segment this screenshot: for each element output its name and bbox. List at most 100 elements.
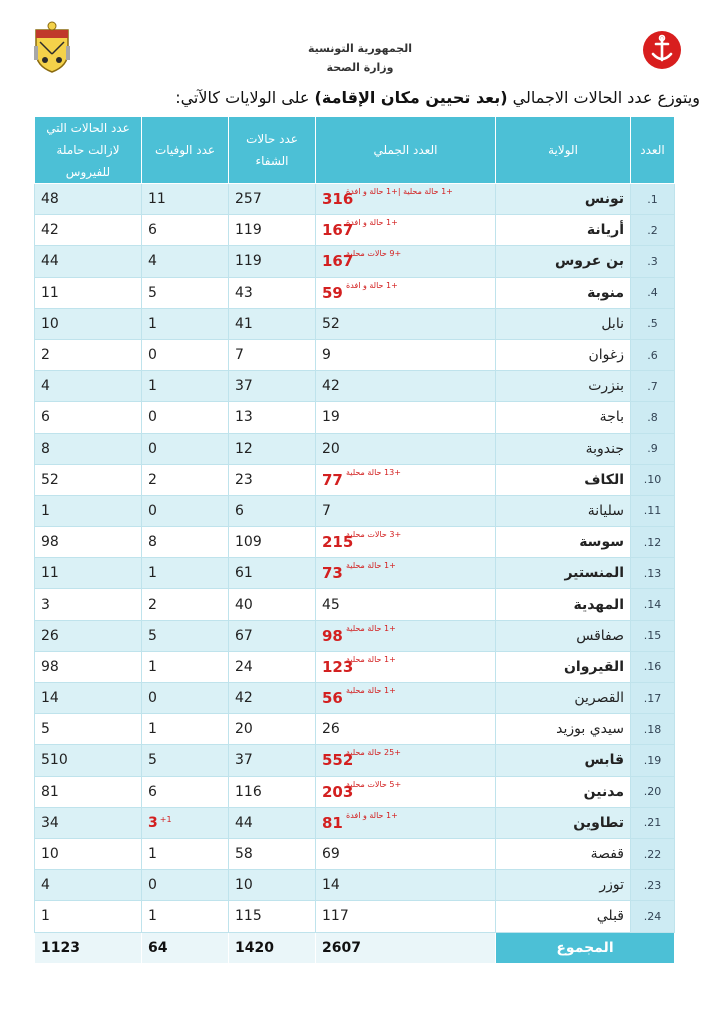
table-header-row: العدد الولاية العدد الجملي عدد حالات الش… bbox=[34, 116, 675, 184]
deaths-cell: 0 bbox=[141, 432, 229, 465]
active-cases-value: 5 bbox=[34, 713, 142, 746]
row-index: 5. bbox=[630, 307, 675, 340]
new-cases-note: +1 حالة محلية bbox=[346, 654, 396, 664]
col-deaths-header: عدد الوفيات bbox=[141, 116, 229, 184]
total-cases-value: 69 bbox=[322, 846, 340, 863]
intro-after: على الولايات كالآتي: bbox=[175, 88, 315, 107]
total-cases-value: 98 bbox=[322, 626, 343, 645]
deaths-cell: 0 bbox=[141, 494, 229, 528]
deaths-value: 5 bbox=[148, 627, 157, 644]
deaths-value: 1 bbox=[148, 658, 157, 675]
total-cases-value: 56 bbox=[322, 689, 343, 708]
total-cases-cell: 69 bbox=[315, 837, 496, 871]
total-cases-value: 14 bbox=[322, 877, 340, 894]
table-row: 3. بن عروس 167 +9 حالات محلية 119 4 44 bbox=[34, 245, 675, 278]
deaths-value: 0 bbox=[148, 502, 157, 519]
total-cases-cell: 9 bbox=[315, 338, 496, 372]
table-row: 6. زغوان 9 7 0 2 bbox=[34, 338, 675, 372]
total-cases-cell: 73 +1 حالة محلية bbox=[315, 557, 496, 590]
table-row: 15. صفاقس 98 +1 حالة محلية 67 5 26 bbox=[34, 619, 675, 652]
table-row: 24. قبلي 117 115 1 1 bbox=[34, 900, 675, 933]
active-cases-value: 11 bbox=[34, 276, 142, 309]
deaths-value: 0 bbox=[148, 877, 157, 894]
table-row: 16. القيروان 123 +1 حالة محلية 24 1 98 bbox=[34, 650, 675, 684]
active-cases-value: 10 bbox=[34, 307, 142, 340]
active-cases-value: 48 bbox=[34, 182, 142, 216]
deaths-value: 0 bbox=[148, 690, 157, 707]
intro-bold: (بعد تحيين مكان الإقامة) bbox=[314, 88, 508, 107]
recovered-value: 109 bbox=[228, 526, 316, 559]
col-recovered-header: عدد حالات الشفاء bbox=[228, 116, 316, 184]
deaths-value: 1 bbox=[148, 378, 157, 395]
new-deaths-note: +1 bbox=[159, 814, 172, 824]
row-index: 24. bbox=[630, 900, 675, 933]
summary-row: المجموع 2607 1420 64 1123 bbox=[34, 931, 675, 964]
new-cases-note: +9 حالات محلية bbox=[346, 249, 402, 259]
row-index: 10. bbox=[630, 463, 675, 496]
governorate-name: توزر bbox=[495, 869, 631, 902]
table-row: 10. الكاف 77 +13 حالة محلية 23 2 52 bbox=[34, 463, 675, 496]
governorate-name: منوبة bbox=[495, 276, 631, 309]
active-cases-value: 52 bbox=[34, 463, 142, 496]
active-cases-value: 10 bbox=[34, 837, 142, 871]
deaths-cell: 0 bbox=[141, 338, 229, 372]
col-governorate-header: الولاية bbox=[495, 116, 631, 184]
total-cases-cell: 56 +1 حالة محلية bbox=[315, 681, 496, 715]
governorate-name: بنزرت bbox=[495, 370, 631, 403]
new-cases-note: +1 حالة و افدة bbox=[346, 218, 398, 228]
row-index: 17. bbox=[630, 681, 675, 715]
total-cases-cell: 26 bbox=[315, 713, 496, 746]
tunisia-coat-of-arms-icon bbox=[34, 21, 70, 73]
deaths-cell: 2 bbox=[141, 463, 229, 496]
governorate-name: زغوان bbox=[495, 338, 631, 372]
total-cases-cell: 215 +3 حالات محلية bbox=[315, 526, 496, 559]
summary-label: المجموع bbox=[495, 931, 675, 964]
total-cases-cell: 316 +1 حالة محلية |+1 حالة و افدة bbox=[315, 182, 496, 216]
governorate-name: أريانة bbox=[495, 214, 631, 247]
row-index: 18. bbox=[630, 713, 675, 746]
row-index: 23. bbox=[630, 869, 675, 902]
deaths-value: 1 bbox=[148, 846, 157, 863]
table-row: 20. مدنين 203 +5 حالات محلية 116 6 81 bbox=[34, 775, 675, 808]
row-index: 1. bbox=[630, 182, 675, 216]
total-cases-value: 9 bbox=[322, 347, 331, 364]
total-cases-value: 73 bbox=[322, 564, 343, 583]
total-cases-value: 316 bbox=[322, 190, 354, 209]
new-cases-note: +1 حالة محلية bbox=[346, 623, 396, 633]
recovered-value: 43 bbox=[228, 276, 316, 309]
recovered-value: 12 bbox=[228, 432, 316, 465]
deaths-cell: 1 bbox=[141, 307, 229, 340]
deaths-cell: 1 bbox=[141, 900, 229, 933]
active-cases-value: 3 bbox=[34, 588, 142, 621]
summary-total-value: 2607 bbox=[315, 931, 496, 964]
deaths-cell: 0 bbox=[141, 869, 229, 902]
active-cases-value: 4 bbox=[34, 869, 142, 902]
row-index: 4. bbox=[630, 276, 675, 309]
recovered-value: 7 bbox=[228, 338, 316, 372]
table-row: 7. بنزرت 42 37 1 4 bbox=[34, 370, 675, 403]
table-row: 18. سيدي بوزيد 26 20 1 5 bbox=[34, 713, 675, 746]
row-index: 2. bbox=[630, 214, 675, 247]
table-row: 13. المنستير 73 +1 حالة محلية 61 1 11 bbox=[34, 557, 675, 590]
deaths-cell: 11 bbox=[141, 182, 229, 216]
table-row: 11. سليانة 7 6 0 1 bbox=[34, 494, 675, 528]
active-cases-value: 1 bbox=[34, 494, 142, 528]
recovered-value: 67 bbox=[228, 619, 316, 652]
row-index: 11. bbox=[630, 494, 675, 528]
table-row: 4. منوبة 59 +1 حالة و افدة 43 5 11 bbox=[34, 276, 675, 309]
deaths-cell: 5 bbox=[141, 619, 229, 652]
deaths-value: 8 bbox=[148, 534, 157, 551]
table-body: 1. تونس 316 +1 حالة محلية |+1 حالة و افدة 25… bbox=[34, 182, 675, 964]
new-cases-note: +1 حالة محلية |+1 حالة و افدة bbox=[346, 187, 453, 196]
new-cases-note: +1 حالة محلية bbox=[346, 686, 396, 695]
deaths-cell: 1 bbox=[141, 370, 229, 403]
total-cases-cell: 59 +1 حالة و افدة bbox=[315, 276, 496, 309]
total-cases-cell: 52 bbox=[315, 307, 496, 340]
col-total-header: العدد الجملي bbox=[315, 116, 496, 184]
active-cases-value: 8 bbox=[34, 432, 142, 465]
new-cases-note: +1 حالة و افدة bbox=[346, 810, 398, 820]
recovered-value: 116 bbox=[228, 775, 316, 808]
row-index: 19. bbox=[630, 744, 675, 777]
recovered-value: 115 bbox=[228, 900, 316, 933]
governorate-name: القيروان bbox=[495, 650, 631, 684]
